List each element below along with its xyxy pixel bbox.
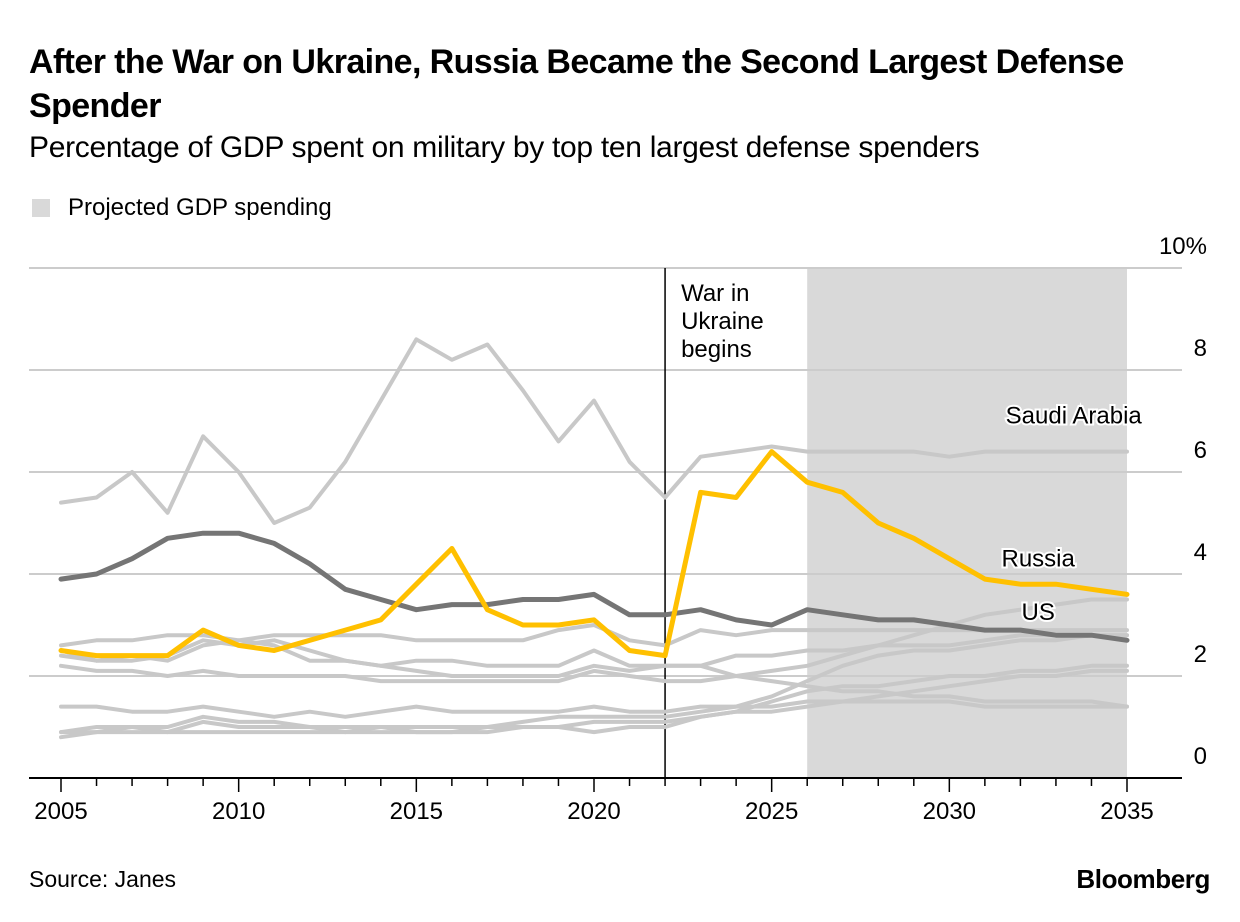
legend: Projected GDP spending: [32, 194, 332, 222]
x-tick-label: 2010: [212, 798, 265, 825]
y-tick-label: 8: [1194, 335, 1207, 362]
annotation-line: begins: [681, 336, 752, 363]
annotation-line: War in: [681, 280, 749, 307]
line-chart: War in Ukraine begins 2005 2010 2015 2020 2025…: [29, 233, 1207, 825]
series-line-other-5: [59, 668, 1129, 719]
series-labels: Saudi Arabia Russia US: [999, 401, 1144, 628]
x-tick-label: 2015: [390, 798, 443, 825]
chart-title: After the War on Ukraine, Russia Became …: [29, 43, 1124, 125]
series-line-us: [58, 530, 1130, 643]
x-tick-label: 2030: [923, 798, 976, 825]
x-tick-label: 2035: [1100, 798, 1153, 825]
series-label-saudi-arabia: Saudi Arabia: [1006, 403, 1143, 430]
legend-swatch-projected: [32, 199, 50, 217]
series-line-other-6: [59, 633, 1129, 735]
event-annotation-layer: War in Ukraine begins: [664, 268, 764, 778]
brand-logo: Bloomberg: [1076, 864, 1210, 894]
y-tick-label: 10%: [1159, 233, 1207, 260]
war-start-annotation: War in Ukraine begins: [681, 280, 764, 363]
legend-label-projected: Projected GDP spending: [68, 194, 332, 221]
chart-subtitle: Percentage of GDP spent on military by t…: [29, 131, 980, 164]
series-line-saudi-arabia: [59, 337, 1129, 525]
y-tick-label: 0: [1194, 743, 1207, 770]
series-line-russia: [58, 449, 1130, 659]
y-tick-label: 2: [1194, 641, 1207, 668]
x-tick-label: 2025: [745, 798, 798, 825]
series-line-other-3: [59, 638, 1129, 709]
x-tick-label: 2005: [34, 798, 87, 825]
y-tick-label: 6: [1194, 437, 1207, 464]
source-note: Source: Janes: [29, 866, 177, 892]
x-tick-label: 2020: [567, 798, 620, 825]
y-tick-label: 4: [1194, 539, 1207, 566]
series-label-us: US: [1021, 599, 1054, 626]
series-line-other-7: [59, 699, 1129, 740]
y-axis-labels: 0 2 4 6 8 10%: [1159, 233, 1207, 770]
annotation-line: Ukraine: [681, 308, 764, 335]
series-line-other-8: [59, 663, 1129, 735]
x-axis: 2005 2010 2015 2020 2025 2030 2035: [29, 777, 1182, 825]
series-layer: [58, 337, 1130, 740]
series-label-russia: Russia: [1001, 545, 1075, 572]
